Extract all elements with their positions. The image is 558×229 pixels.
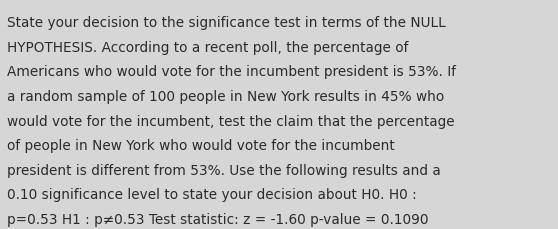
Text: a random sample of 100 people in New York results in 45% who: a random sample of 100 people in New Yor…	[7, 90, 444, 104]
Text: president is different from 53%. Use the following results and a: president is different from 53%. Use the…	[7, 163, 440, 177]
Text: Americans who would vote for the incumbent president is 53%. If: Americans who would vote for the incumbe…	[7, 65, 456, 79]
Text: HYPOTHESIS. According to a recent poll, the percentage of: HYPOTHESIS. According to a recent poll, …	[7, 41, 408, 55]
Text: of people in New York who would vote for the incumbent: of people in New York who would vote for…	[7, 139, 395, 153]
Text: p=0.53 H1 : p≠0.53 Test statistic: z = -1.60 p-value = 0.1090: p=0.53 H1 : p≠0.53 Test statistic: z = -…	[7, 212, 428, 226]
Text: State your decision to the significance test in terms of the NULL: State your decision to the significance …	[7, 16, 445, 30]
Text: 0.10 significance level to state your decision about H0. H0 :: 0.10 significance level to state your de…	[7, 188, 416, 202]
Text: would vote for the incumbent, test the claim that the percentage: would vote for the incumbent, test the c…	[7, 114, 454, 128]
